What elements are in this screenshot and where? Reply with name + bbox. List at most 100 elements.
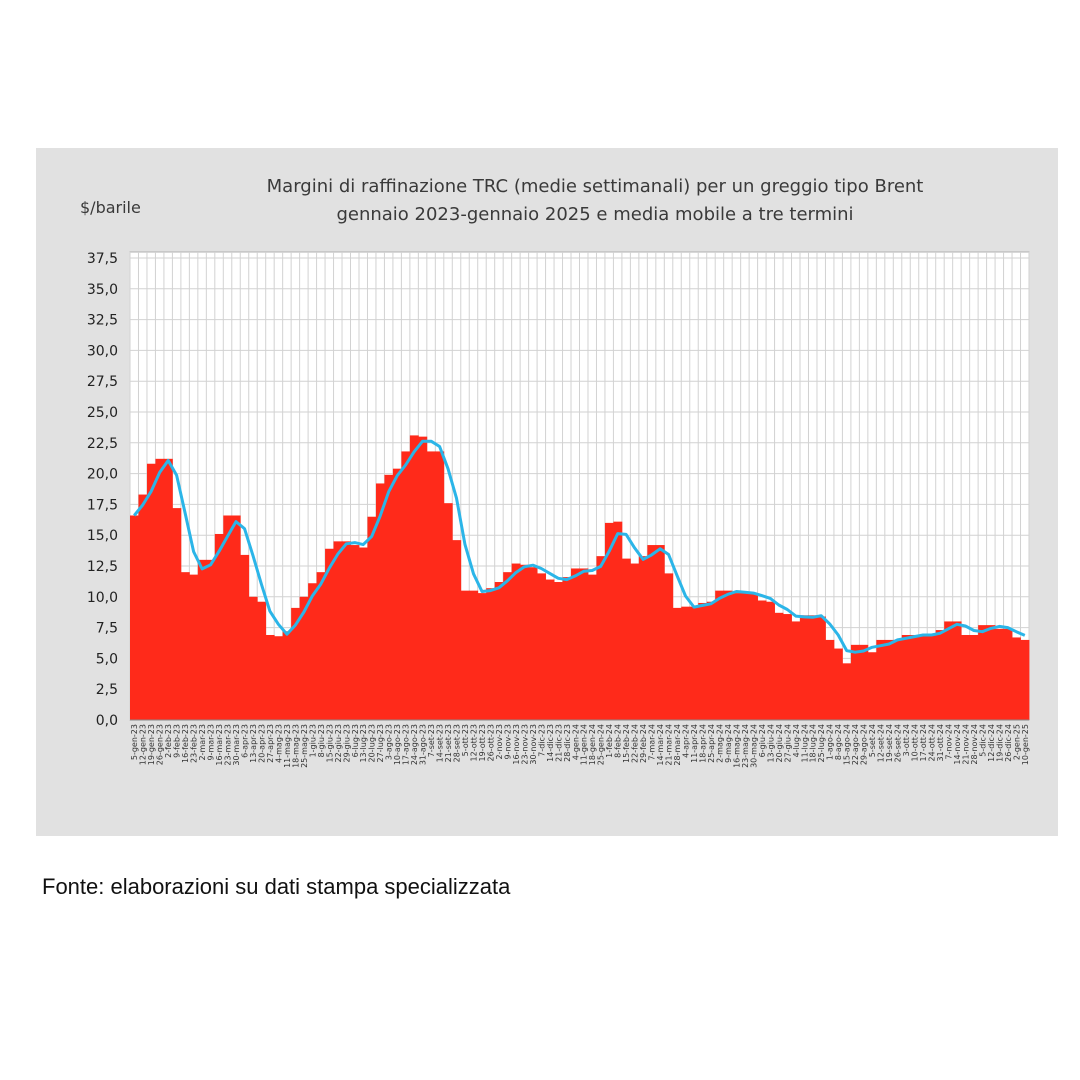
x-tick-label: 18-lug-24 [809, 724, 818, 763]
x-tick-label: 23-nov-23 [520, 724, 529, 765]
bar [630, 563, 640, 720]
bar [978, 625, 987, 720]
x-tick-label: 2-mag-24 [715, 724, 724, 763]
x-tick-label: 19-set-24 [885, 724, 894, 762]
bar [842, 663, 852, 720]
bar [1012, 637, 1021, 720]
bar [130, 515, 139, 720]
x-tick-label: 6-giu-24 [758, 724, 767, 757]
bar [596, 556, 606, 720]
x-tick-label: 8-ago-24 [834, 724, 843, 760]
y-tick-label: 27,5 [87, 374, 118, 390]
bar [918, 634, 928, 720]
bar [893, 639, 903, 720]
bar [757, 600, 767, 720]
y-tick-label: 15,0 [87, 528, 118, 544]
x-tick-label: 22-giu-23 [334, 724, 343, 763]
y-tick-label: 2,5 [96, 682, 118, 698]
bar [460, 590, 470, 720]
bar [621, 558, 631, 720]
x-tick-label: 26-ott-23 [486, 724, 495, 761]
bar [867, 652, 877, 720]
x-tick-label: 21-set-23 [444, 724, 453, 762]
bar [604, 522, 614, 720]
x-tick-label: 8-giu-23 [317, 724, 326, 757]
x-tick-label: 15-giu-23 [325, 724, 334, 763]
x-tick-label: 27-lug-23 [376, 724, 385, 763]
x-tick-label: 31-ott-24 [936, 724, 945, 761]
bar [579, 568, 589, 720]
chart-title: Margini di raffinazione TRC (medie setti… [150, 173, 1040, 229]
bar [808, 615, 818, 720]
x-tick-label: 26-gen-23 [156, 724, 165, 765]
x-tick-label: 21-nov-24 [961, 724, 970, 765]
source-note: Fonte: elaborazioni su dati stampa speci… [42, 874, 511, 899]
bar [138, 494, 148, 720]
bar [1020, 639, 1030, 720]
x-tick-label: 3-ago-23 [385, 724, 394, 760]
x-tick-label: 16-nov-23 [512, 724, 521, 765]
x-tick-label: 19-dic-24 [995, 724, 1004, 762]
x-tick-label: 9-mar-23 [207, 724, 216, 761]
bar [537, 573, 546, 720]
moving-average-line [133, 439, 1026, 654]
bar [927, 634, 937, 720]
bar [291, 607, 301, 720]
bar [1003, 628, 1013, 720]
bar [333, 541, 343, 720]
x-tick-label: 1-ago-24 [826, 724, 835, 760]
bar [350, 545, 360, 720]
x-tick-label: 2-feb-23 [164, 724, 173, 758]
x-tick-label: 21-mar-24 [665, 724, 674, 766]
x-tick-label: 7-nov-24 [944, 724, 953, 760]
bar [672, 607, 682, 720]
bar [358, 547, 368, 720]
bar [766, 601, 775, 720]
x-tick-label: 9-nov-23 [503, 724, 512, 760]
y-tick-label: 10,0 [87, 590, 118, 606]
y-tick-label: 22,5 [87, 436, 118, 452]
x-tick-label: 7-mar-24 [648, 724, 657, 761]
bar [774, 612, 784, 720]
bar [146, 463, 156, 720]
x-tick-label: 11-gen-24 [580, 724, 589, 765]
bar [155, 458, 165, 720]
bar [189, 574, 199, 720]
x-tick-label: 14-nov-24 [953, 724, 962, 765]
bar [486, 588, 496, 720]
x-tick-label: 22-ago-24 [851, 724, 860, 765]
x-tick-label: 20-giu-24 [775, 724, 784, 763]
bar [554, 582, 563, 720]
x-tick-label: 19-ott-23 [478, 724, 487, 761]
bar [571, 568, 580, 720]
bar [613, 521, 623, 720]
x-tick-label: 16-mar-23 [215, 724, 224, 766]
bar [986, 625, 996, 720]
x-tick-label: 14-set-23 [436, 724, 445, 762]
bar [308, 583, 317, 720]
x-tick-label: 5-set-24 [868, 724, 877, 757]
bar [214, 533, 224, 720]
x-tick-label: 19-gen-23 [147, 724, 156, 765]
x-tick-label: 4-lug-24 [792, 724, 801, 757]
bar [197, 559, 207, 720]
bar [935, 630, 945, 720]
x-tick-label: 13-lug-23 [359, 724, 368, 763]
title-line-2: gennaio 2023-gennaio 2025 e media mobile… [336, 204, 854, 225]
bar [723, 590, 733, 720]
x-tick-label: 28-dic-23 [563, 724, 572, 762]
y-tick-label: 17,5 [87, 497, 118, 513]
x-tick-label: 1-giu-23 [308, 724, 317, 757]
x-tick-label: 2-gen-25 [1012, 724, 1021, 760]
x-tick-label: 11-mag-23 [283, 724, 292, 768]
bar [452, 540, 462, 720]
x-tick-label: 12-dic-24 [987, 724, 996, 762]
y-tick-label: 25,0 [87, 405, 118, 421]
x-tick-label: 10-ago-23 [393, 724, 402, 765]
x-tick-label: 24-ott-24 [927, 724, 936, 761]
bar [859, 644, 869, 720]
bar [833, 648, 843, 720]
x-tick-label: 7-set-23 [427, 724, 436, 757]
bar [562, 577, 572, 720]
x-tick-label: 14-dic-23 [546, 724, 555, 762]
